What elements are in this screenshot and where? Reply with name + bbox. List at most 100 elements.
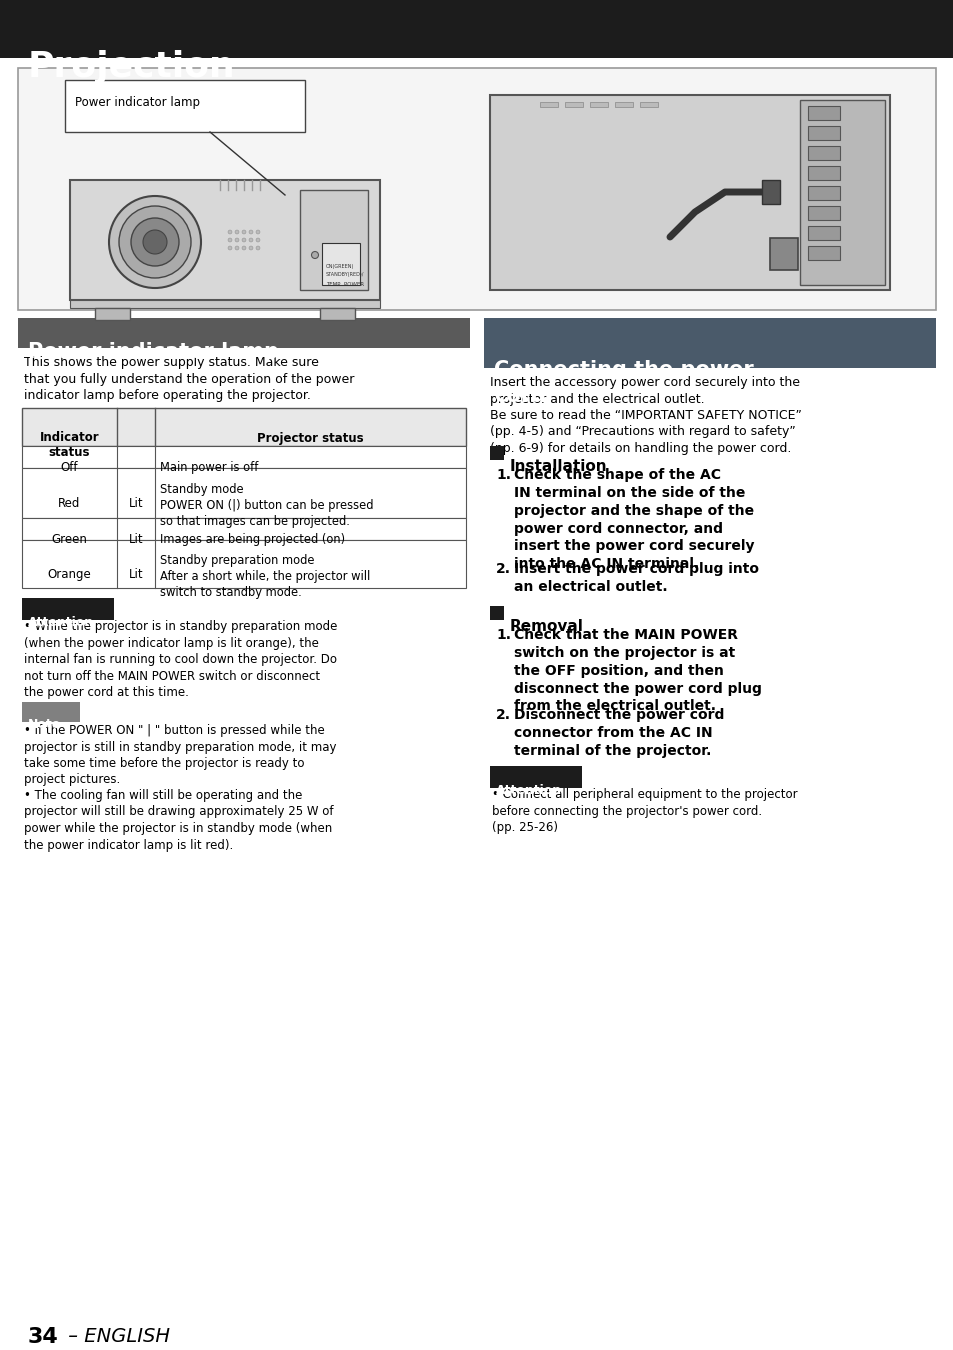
- Text: 34: 34: [28, 1327, 59, 1347]
- Text: Projection: Projection: [28, 50, 235, 84]
- Text: TEMP  POWER: TEMP POWER: [326, 282, 364, 288]
- Circle shape: [228, 238, 232, 242]
- Circle shape: [255, 230, 260, 234]
- Bar: [490, 606, 503, 620]
- Circle shape: [242, 238, 246, 242]
- Text: Images are being projected (on): Images are being projected (on): [160, 533, 345, 545]
- Circle shape: [234, 230, 239, 234]
- Bar: [490, 446, 503, 460]
- Text: Attention: Attention: [496, 784, 561, 796]
- Text: • Connect all peripheral equipment to the projector
before connecting the projec: • Connect all peripheral equipment to th…: [492, 788, 797, 834]
- Bar: [22, 540, 465, 589]
- Text: – ENGLISH: – ENGLISH: [62, 1327, 170, 1346]
- Text: 2.: 2.: [496, 707, 511, 722]
- Circle shape: [249, 230, 253, 234]
- Text: Projector status: Projector status: [257, 432, 363, 446]
- Bar: [22, 408, 465, 446]
- Bar: [22, 446, 465, 468]
- Circle shape: [255, 238, 260, 242]
- Text: Note: Note: [28, 718, 61, 730]
- Bar: [761, 180, 780, 204]
- Circle shape: [242, 246, 246, 250]
- Text: Main power is off: Main power is off: [160, 460, 258, 474]
- Bar: [70, 300, 379, 308]
- Bar: [807, 225, 840, 240]
- Circle shape: [234, 238, 239, 242]
- Text: Red: Red: [58, 497, 81, 510]
- Bar: [807, 246, 840, 261]
- Text: 2.: 2.: [496, 562, 511, 576]
- Text: Lit: Lit: [129, 497, 143, 510]
- Text: Indicator
status: Indicator status: [40, 431, 99, 459]
- Bar: [299, 190, 368, 290]
- Circle shape: [228, 246, 232, 250]
- Text: Off: Off: [61, 460, 78, 474]
- Bar: [0, 0, 953, 58]
- Text: 1.: 1.: [496, 468, 511, 482]
- Circle shape: [131, 217, 179, 266]
- Bar: [490, 765, 581, 788]
- Text: Check that the MAIN POWER
switch on the projector is at
the OFF position, and th: Check that the MAIN POWER switch on the …: [514, 628, 761, 713]
- Text: 1.: 1.: [496, 628, 511, 643]
- Bar: [807, 146, 840, 161]
- Bar: [319, 308, 355, 320]
- Bar: [65, 80, 305, 132]
- Bar: [807, 207, 840, 220]
- Bar: [70, 180, 379, 300]
- Circle shape: [255, 246, 260, 250]
- Circle shape: [143, 230, 167, 254]
- Bar: [639, 103, 658, 107]
- Circle shape: [228, 230, 232, 234]
- Text: • The cooling fan will still be operating and the
projector will still be drawin: • The cooling fan will still be operatin…: [24, 788, 334, 852]
- Bar: [490, 95, 889, 290]
- Text: Insert the power cord plug into
an electrical outlet.: Insert the power cord plug into an elect…: [514, 562, 759, 594]
- Circle shape: [337, 251, 344, 258]
- Text: Green: Green: [51, 533, 88, 545]
- Text: Standby mode
POWER ON (|) button can be pressed
so that images can be projected.: Standby mode POWER ON (|) button can be …: [160, 483, 374, 528]
- Text: Standby preparation mode
After a short while, the projector will
switch to stand: Standby preparation mode After a short w…: [160, 554, 370, 599]
- Text: STANDBY(RED)/: STANDBY(RED)/: [326, 271, 364, 277]
- Bar: [22, 702, 80, 722]
- Text: This shows the power supply status. Make sure
that you fully understand the oper: This shows the power supply status. Make…: [24, 356, 354, 402]
- Circle shape: [249, 246, 253, 250]
- Circle shape: [109, 196, 201, 288]
- Circle shape: [350, 251, 357, 258]
- Text: Attention: Attention: [28, 616, 94, 629]
- Bar: [807, 126, 840, 140]
- Bar: [615, 103, 633, 107]
- Circle shape: [324, 251, 331, 258]
- Bar: [22, 518, 465, 540]
- Text: Power indicator lamp: Power indicator lamp: [28, 342, 278, 362]
- Circle shape: [249, 238, 253, 242]
- Bar: [22, 468, 465, 518]
- Bar: [589, 103, 607, 107]
- Text: Orange: Orange: [48, 568, 91, 580]
- Bar: [18, 319, 470, 348]
- Bar: [22, 598, 113, 620]
- Text: Connecting the power
cord: Connecting the power cord: [494, 360, 753, 406]
- Bar: [807, 166, 840, 180]
- Text: Installation: Installation: [510, 459, 607, 474]
- Bar: [95, 308, 130, 320]
- Bar: [807, 186, 840, 200]
- Text: Lit: Lit: [129, 568, 143, 580]
- Circle shape: [312, 251, 318, 258]
- Text: Disconnect the power cord
connector from the AC IN
terminal of the projector.: Disconnect the power cord connector from…: [514, 707, 723, 757]
- Bar: [539, 103, 558, 107]
- Bar: [18, 68, 935, 310]
- Text: • If the POWER ON " | " button is pressed while the
projector is still in standb: • If the POWER ON " | " button is presse…: [24, 724, 336, 787]
- Circle shape: [119, 207, 191, 278]
- Circle shape: [234, 246, 239, 250]
- Text: ON(GREEN): ON(GREEN): [326, 265, 354, 269]
- Text: Removal: Removal: [510, 620, 583, 634]
- Bar: [800, 100, 884, 285]
- Bar: [564, 103, 582, 107]
- Bar: [483, 319, 935, 369]
- Bar: [769, 238, 797, 270]
- Text: Insert the accessory power cord securely into the
projector and the electrical o: Insert the accessory power cord securely…: [490, 377, 801, 455]
- Text: • While the projector is in standby preparation mode
(when the power indicator l: • While the projector is in standby prep…: [24, 620, 337, 699]
- Text: Lit: Lit: [129, 533, 143, 545]
- Text: Check the shape of the AC
IN terminal on the side of the
projector and the shape: Check the shape of the AC IN terminal on…: [514, 468, 754, 571]
- Bar: [322, 243, 359, 285]
- Text: Power indicator lamp: Power indicator lamp: [75, 96, 200, 109]
